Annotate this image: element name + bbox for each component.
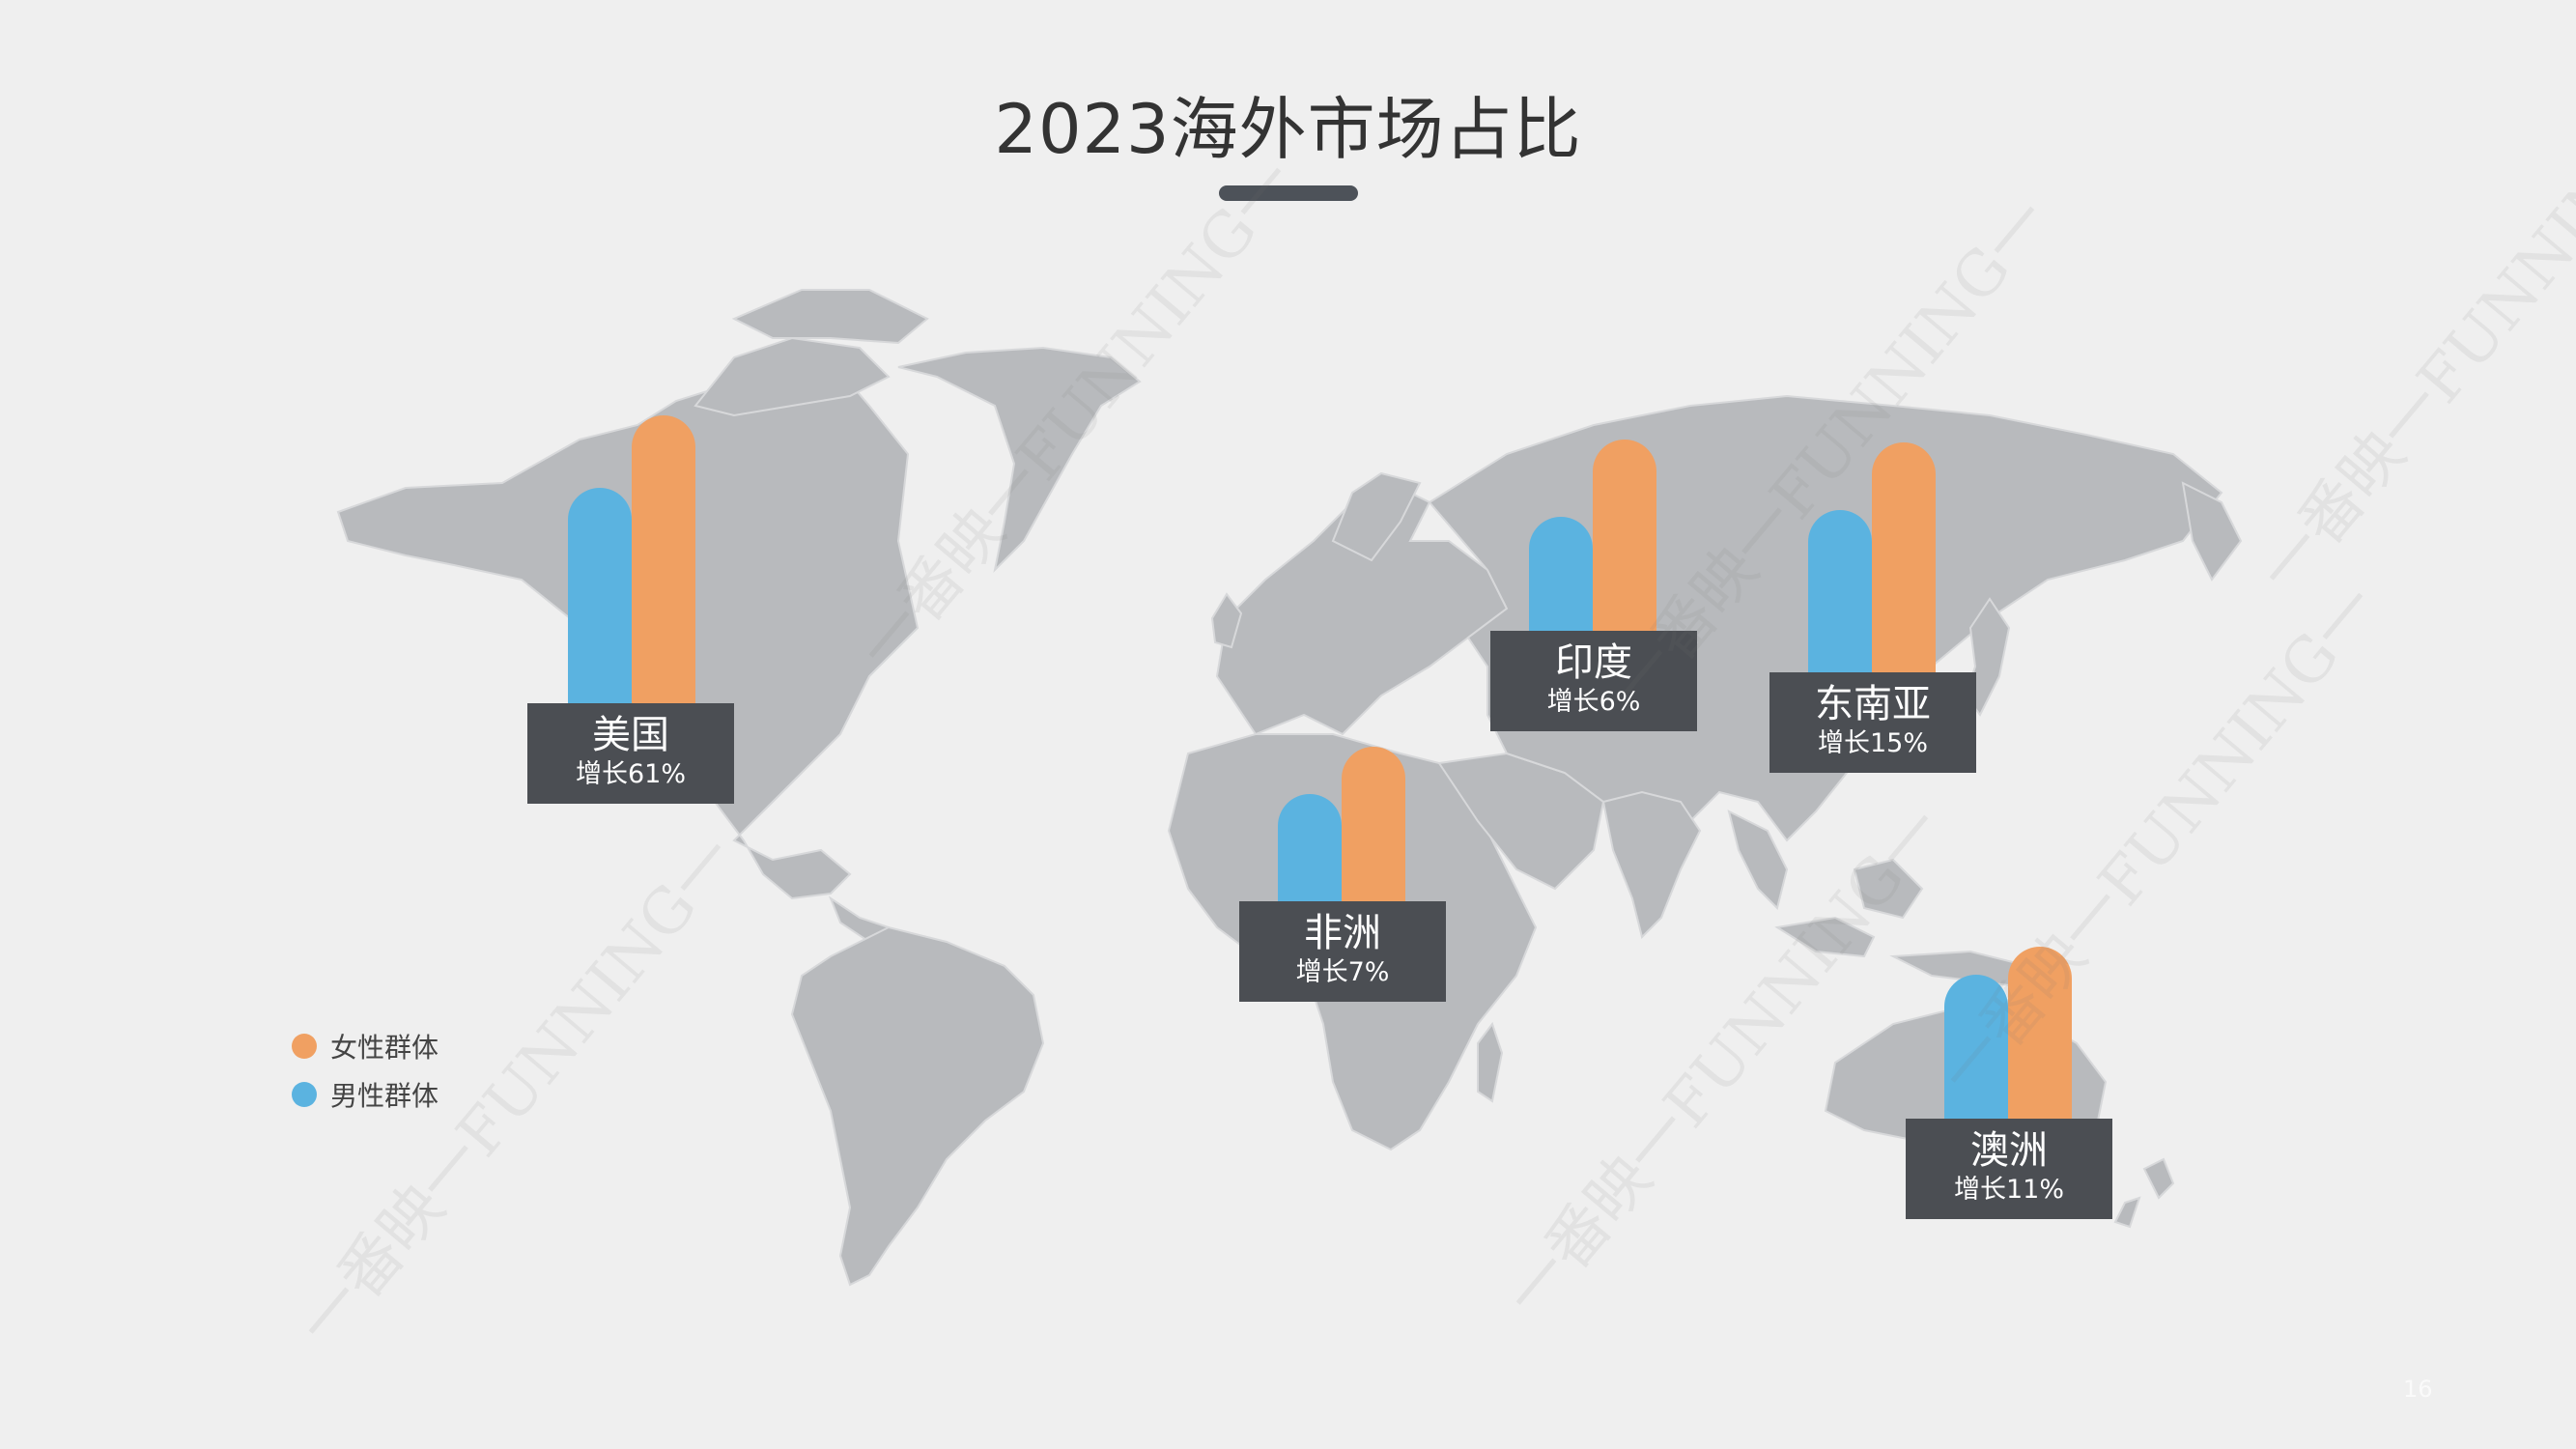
legend: 女性群体 男性群体 (292, 1022, 439, 1119)
bar-group (1278, 747, 1405, 903)
market-label: 非洲 增长7% (1239, 901, 1446, 1002)
bar-group (568, 415, 695, 705)
bar-group (1529, 440, 1656, 633)
market-name: 非洲 (1304, 911, 1381, 955)
bar-male (1808, 510, 1872, 674)
bar-male (1944, 975, 2008, 1121)
bar-female (1342, 747, 1405, 903)
market-label: 美国 增长61% (527, 703, 734, 804)
legend-label: 男性群体 (330, 1080, 439, 1112)
legend-dot-male (292, 1082, 317, 1107)
bar-male (1529, 517, 1593, 633)
bar-group (1944, 947, 2072, 1121)
market-growth: 增长11% (1953, 1175, 2064, 1205)
bar-female (1593, 440, 1656, 633)
market-growth: 增长15% (1817, 728, 1928, 758)
market-name: 澳洲 (1970, 1128, 2048, 1173)
market-growth: 增长6% (1546, 687, 1641, 717)
bar-female (1872, 442, 1936, 674)
bar-female (2008, 947, 2072, 1121)
page-number: 16 (2403, 1376, 2433, 1403)
bar-male (568, 488, 632, 705)
legend-label: 女性群体 (330, 1032, 439, 1064)
market-growth: 增长61% (575, 759, 686, 789)
bar-male (1278, 794, 1342, 903)
page-title: 2023海外市场占比 (994, 90, 1582, 169)
greenland-shape (897, 346, 1142, 574)
legend-item-male: 男性群体 (292, 1070, 439, 1119)
market-label: 东南亚 增长15% (1769, 672, 1976, 773)
india-shape (1601, 790, 1702, 939)
bar-group (1808, 442, 1936, 674)
market-growth: 增长7% (1295, 957, 1390, 987)
bar-female (632, 415, 695, 705)
title-underline (1219, 185, 1358, 201)
market-name: 印度 (1555, 640, 1632, 685)
arctic-islands-shape (694, 336, 891, 417)
market-name: 东南亚 (1815, 682, 1931, 726)
legend-dot-female (292, 1034, 317, 1059)
south-america-shape (790, 925, 1045, 1287)
market-label: 印度 增长6% (1490, 631, 1697, 731)
europe-shape (1215, 481, 1509, 736)
legend-item-female: 女性群体 (292, 1022, 439, 1070)
japan-shape (1964, 597, 2011, 717)
market-name: 美国 (592, 713, 669, 757)
market-label: 澳洲 增长11% (1906, 1119, 2112, 1219)
